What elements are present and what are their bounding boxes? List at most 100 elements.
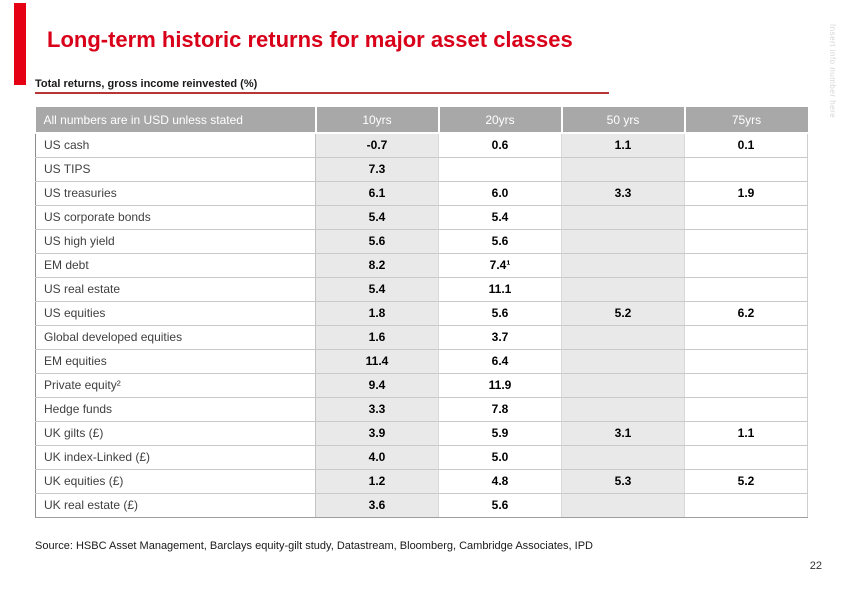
asset-label: US TIPS — [35, 157, 316, 182]
asset-label: US high yield — [35, 229, 316, 254]
table-row: UK gilts (£) 3.9 5.9 3.1 1.1 — [35, 421, 808, 446]
value-cell: 3.1 — [561, 421, 685, 446]
value-cell: 7.8 — [438, 397, 562, 422]
table-row: Hedge funds 3.3 7.8 — [35, 397, 808, 422]
asset-label: US real estate — [35, 277, 316, 302]
value-cell: 3.9 — [315, 421, 439, 446]
value-cell — [561, 253, 685, 278]
table-row: US corporate bonds 5.4 5.4 — [35, 205, 808, 230]
value-cell: 6.0 — [438, 181, 562, 206]
asset-label: UK equities (£) — [35, 469, 316, 494]
value-cell — [684, 445, 808, 470]
value-cell: 6.1 — [315, 181, 439, 206]
table-row: EM equities 11.4 6.4 — [35, 349, 808, 374]
value-cell — [561, 205, 685, 230]
value-cell: 6.4 — [438, 349, 562, 374]
header-75yrs: 75yrs — [683, 107, 808, 134]
value-cell: 9.4 — [315, 373, 439, 398]
subtitle-underline — [35, 92, 609, 94]
header-usd-note: All numbers are in USD unless stated — [35, 107, 316, 134]
asset-label: EM equities — [35, 349, 316, 374]
value-cell: 5.6 — [315, 229, 439, 254]
value-cell: 3.7 — [438, 325, 562, 350]
accent-bar — [14, 3, 26, 85]
value-cell: 5.6 — [438, 493, 562, 518]
value-cell: 0.6 — [438, 133, 562, 158]
value-cell: 5.4 — [315, 277, 439, 302]
value-cell — [561, 445, 685, 470]
value-cell — [684, 157, 808, 182]
header-20yrs: 20yrs — [437, 107, 562, 134]
value-cell — [561, 277, 685, 302]
value-cell: 1.1 — [684, 421, 808, 446]
source-note: Source: HSBC Asset Management, Barclays … — [35, 540, 593, 552]
table-row: US cash -0.7 0.6 1.1 0.1 — [35, 133, 808, 158]
value-cell: 5.2 — [684, 469, 808, 494]
value-cell: -0.7 — [315, 133, 439, 158]
value-cell — [684, 373, 808, 398]
value-cell — [684, 349, 808, 374]
table-body: US cash -0.7 0.6 1.1 0.1 US TIPS 7.3 US treasur… — [35, 133, 808, 518]
value-cell: 4.8 — [438, 469, 562, 494]
value-cell: 1.8 — [315, 301, 439, 326]
value-cell: 5.4 — [438, 205, 562, 230]
value-cell: 5.6 — [438, 301, 562, 326]
value-cell: 5.3 — [561, 469, 685, 494]
table-header: All numbers are in USD unless stated 10y… — [35, 107, 808, 134]
value-cell: 11.1 — [438, 277, 562, 302]
table-subtitle: Total returns, gross income reinvested (… — [35, 78, 258, 90]
page-number: 22 — [809, 560, 822, 572]
value-cell: 7.4¹ — [438, 253, 562, 278]
value-cell — [561, 373, 685, 398]
value-cell — [684, 277, 808, 302]
returns-table: All numbers are in USD unless stated 10y… — [35, 107, 808, 518]
table-row: UK real estate (£) 3.6 5.6 — [35, 493, 808, 518]
table-row: EM debt 8.2 7.4¹ — [35, 253, 808, 278]
value-cell: 4.0 — [315, 445, 439, 470]
table-row: Global developed equities 1.6 3.7 — [35, 325, 808, 350]
value-cell — [684, 229, 808, 254]
header-10yrs: 10yrs — [314, 107, 439, 134]
header-row: All numbers are in USD unless stated 10y… — [35, 107, 808, 134]
value-cell — [684, 325, 808, 350]
value-cell: 11.9 — [438, 373, 562, 398]
value-cell: 6.2 — [684, 301, 808, 326]
value-cell: 0.1 — [684, 133, 808, 158]
value-cell: 3.3 — [561, 181, 685, 206]
table-row: UK equities (£) 1.2 4.8 5.3 5.2 — [35, 469, 808, 494]
asset-label: UK index-Linked (£) — [35, 445, 316, 470]
table-row: Private equity² 9.4 11.9 — [35, 373, 808, 398]
value-cell — [561, 157, 685, 182]
table-row: US equities 1.8 5.6 5.2 6.2 — [35, 301, 808, 326]
asset-label: UK gilts (£) — [35, 421, 316, 446]
value-cell: 1.2 — [315, 469, 439, 494]
value-cell: 5.9 — [438, 421, 562, 446]
page-title: Long-term historic returns for major ass… — [47, 27, 573, 52]
table-row: US TIPS 7.3 — [35, 157, 808, 182]
value-cell: 7.3 — [315, 157, 439, 182]
side-placeholder-text: Insert info number here — [828, 24, 837, 119]
asset-label: US treasuries — [35, 181, 316, 206]
value-cell: 3.3 — [315, 397, 439, 422]
value-cell: 11.4 — [315, 349, 439, 374]
asset-label: US cash — [35, 133, 316, 158]
value-cell: 1.1 — [561, 133, 685, 158]
asset-label: EM debt — [35, 253, 316, 278]
value-cell — [684, 205, 808, 230]
table-row: US high yield 5.6 5.6 — [35, 229, 808, 254]
value-cell: 5.0 — [438, 445, 562, 470]
value-cell — [561, 349, 685, 374]
value-cell — [561, 397, 685, 422]
value-cell: 8.2 — [315, 253, 439, 278]
table-row: US treasuries 6.1 6.0 3.3 1.9 — [35, 181, 808, 206]
value-cell — [561, 229, 685, 254]
value-cell — [684, 253, 808, 278]
value-cell: 3.6 — [315, 493, 439, 518]
asset-label: Hedge funds — [35, 397, 316, 422]
value-cell — [561, 325, 685, 350]
header-50yrs: 50 yrs — [560, 107, 685, 134]
value-cell — [684, 397, 808, 422]
asset-label: UK real estate (£) — [35, 493, 316, 518]
value-cell: 5.4 — [315, 205, 439, 230]
